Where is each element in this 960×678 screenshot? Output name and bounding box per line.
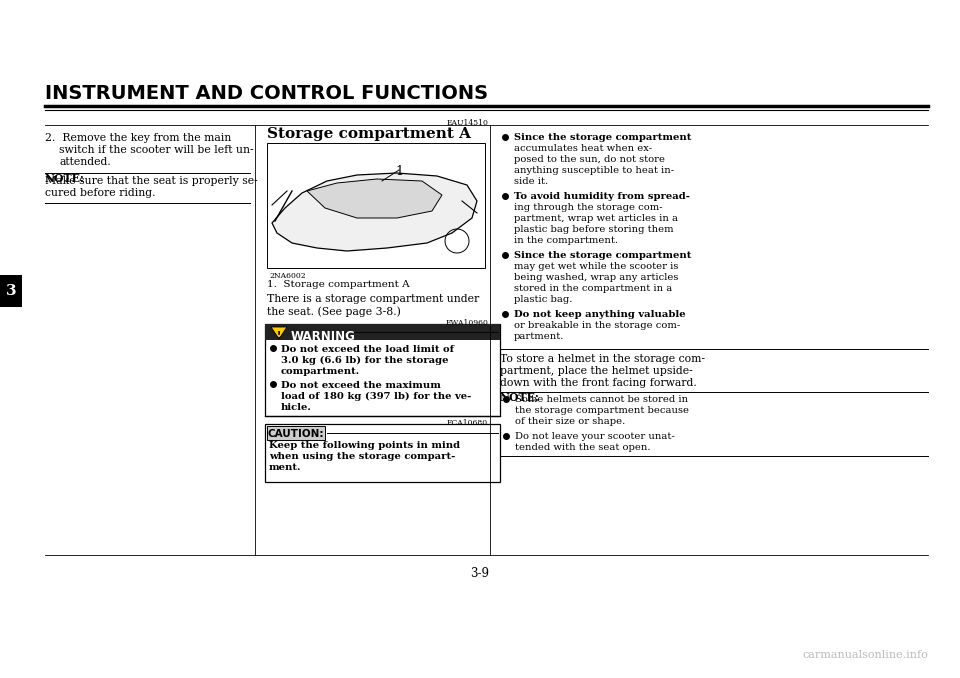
- Text: accumulates heat when ex-: accumulates heat when ex-: [514, 144, 652, 153]
- Text: switch if the scooter will be left un-: switch if the scooter will be left un-: [59, 145, 253, 155]
- Text: 3: 3: [6, 284, 16, 298]
- Text: plastic bag before storing them: plastic bag before storing them: [514, 225, 674, 234]
- Text: Make sure that the seat is properly se-: Make sure that the seat is properly se-: [45, 176, 257, 186]
- Text: CAUTION:: CAUTION:: [268, 429, 324, 439]
- Text: cured before riding.: cured before riding.: [45, 188, 156, 198]
- Bar: [267, 426, 325, 440]
- Text: the storage compartment because: the storage compartment because: [515, 406, 689, 415]
- Text: partment, wrap wet articles in a: partment, wrap wet articles in a: [514, 214, 678, 223]
- Text: partment, place the helmet upside-: partment, place the helmet upside-: [500, 366, 693, 376]
- Bar: [267, 143, 485, 268]
- Text: partment.: partment.: [514, 332, 564, 341]
- Text: Do not leave your scooter unat-: Do not leave your scooter unat-: [515, 432, 675, 441]
- Text: ECA10680: ECA10680: [446, 419, 488, 427]
- Text: 2NA6002: 2NA6002: [269, 272, 305, 280]
- Polygon shape: [272, 173, 477, 251]
- Text: plastic bag.: plastic bag.: [514, 295, 572, 304]
- Text: being washed, wrap any articles: being washed, wrap any articles: [514, 273, 679, 282]
- Text: Do not exceed the load limit of: Do not exceed the load limit of: [281, 345, 454, 354]
- Text: NOTE:: NOTE:: [45, 173, 84, 184]
- Text: posed to the sun, do not store: posed to the sun, do not store: [514, 155, 665, 164]
- Text: NOTE:: NOTE:: [500, 392, 540, 403]
- Text: side it.: side it.: [514, 177, 548, 186]
- Text: 1: 1: [395, 165, 403, 178]
- Text: Do not exceed the maximum: Do not exceed the maximum: [281, 381, 441, 390]
- Text: carmanualsonline.info: carmanualsonline.info: [803, 650, 928, 660]
- Text: may get wet while the scooter is: may get wet while the scooter is: [514, 262, 679, 271]
- Text: To store a helmet in the storage com-: To store a helmet in the storage com-: [500, 354, 705, 364]
- Text: Since the storage compartment: Since the storage compartment: [514, 133, 691, 142]
- Text: of their size or shape.: of their size or shape.: [515, 417, 625, 426]
- Text: or breakable in the storage com-: or breakable in the storage com-: [514, 321, 681, 330]
- Text: the seat. (See page 3-8.): the seat. (See page 3-8.): [267, 306, 401, 317]
- Text: in the compartment.: in the compartment.: [514, 236, 618, 245]
- Text: down with the front facing forward.: down with the front facing forward.: [500, 378, 697, 388]
- Text: anything susceptible to heat in-: anything susceptible to heat in-: [514, 166, 674, 175]
- Text: 2.  Remove the key from the main: 2. Remove the key from the main: [45, 133, 231, 143]
- Text: 1.  Storage compartment A: 1. Storage compartment A: [267, 280, 410, 289]
- Text: compartment.: compartment.: [281, 367, 360, 376]
- Text: ing through the storage com-: ing through the storage com-: [514, 203, 662, 212]
- Bar: [265, 324, 500, 340]
- Text: hicle.: hicle.: [281, 403, 312, 412]
- Text: 3-9: 3-9: [470, 567, 490, 580]
- Polygon shape: [271, 327, 287, 339]
- Text: WARNING: WARNING: [291, 330, 356, 342]
- Text: Since the storage compartment: Since the storage compartment: [514, 251, 691, 260]
- Text: load of 180 kg (397 lb) for the ve-: load of 180 kg (397 lb) for the ve-: [281, 392, 471, 401]
- Bar: [265, 424, 500, 482]
- FancyBboxPatch shape: [0, 275, 22, 307]
- Text: INSTRUMENT AND CONTROL FUNCTIONS: INSTRUMENT AND CONTROL FUNCTIONS: [45, 84, 488, 103]
- Text: Do not keep anything valuable: Do not keep anything valuable: [514, 310, 685, 319]
- Text: EWA10960: EWA10960: [445, 319, 488, 327]
- Text: tended with the seat open.: tended with the seat open.: [515, 443, 651, 452]
- Text: There is a storage compartment under: There is a storage compartment under: [267, 294, 479, 304]
- Text: stored in the compartment in a: stored in the compartment in a: [514, 284, 672, 293]
- Text: 3.0 kg (6.6 lb) for the storage: 3.0 kg (6.6 lb) for the storage: [281, 356, 448, 365]
- Text: ment.: ment.: [269, 463, 301, 472]
- Text: Storage compartment A: Storage compartment A: [267, 127, 471, 141]
- Polygon shape: [307, 179, 442, 218]
- Text: Keep the following points in mind: Keep the following points in mind: [269, 441, 460, 450]
- Text: To avoid humidity from spread-: To avoid humidity from spread-: [514, 192, 690, 201]
- Text: attended.: attended.: [59, 157, 110, 167]
- Bar: [265, 324, 500, 416]
- Text: when using the storage compart-: when using the storage compart-: [269, 452, 455, 461]
- Text: EAU14510: EAU14510: [446, 119, 488, 127]
- Text: Some helmets cannot be stored in: Some helmets cannot be stored in: [515, 395, 688, 404]
- Text: !: !: [276, 330, 281, 340]
